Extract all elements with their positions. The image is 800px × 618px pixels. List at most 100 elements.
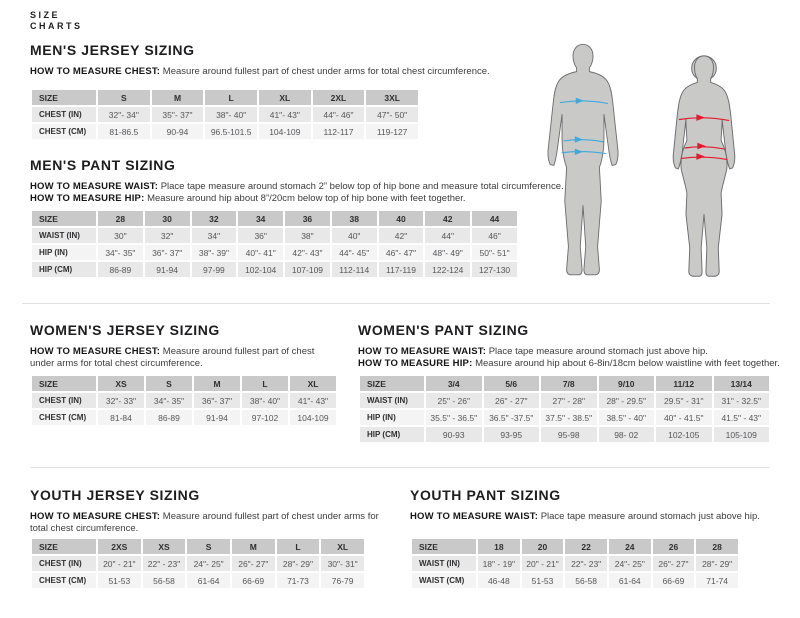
size-value-cell: 36.5" -37.5" [483,410,539,425]
size-value-cell: 66-69 [231,573,275,588]
table-row: HIP (CM) 86-89 91-94 97-99 102-104 107-109 112… [32,262,517,277]
size-header-cell: 28 [696,539,738,554]
measure-instruction: HOW TO MEASURE HIP: Measure around hip a… [30,193,570,205]
size-header-cell: S [98,90,150,105]
section-womens-jersey: WOMEN'S JERSEY SIZING HOW TO MEASURE CHE… [30,322,338,425]
size-header-cell: 32 [191,211,237,226]
size-value-cell: 40" - 41.5" [656,410,712,425]
size-value-cell: 30"- 31" [321,556,364,571]
table-header-row: SIZE 28 30 32 34 36 38 40 42 44 [32,211,517,226]
hip-measurement-arrow [680,156,728,160]
row-label: WAIST (IN) [32,228,96,243]
row-label: WAIST (CM) [412,573,476,588]
size-value-cell: 26"- 27" [231,556,275,571]
measure-instruction: HOW TO MEASURE CHEST: Measure around ful… [30,66,530,78]
size-value-cell: 86-89 [146,410,192,425]
size-value-cell: 56-58 [142,573,186,588]
size-value-cell: 22" - 23" [142,556,186,571]
table-header-row: SIZE 2XS XS S M L XL [32,539,364,554]
size-table: SIZE 3/4 5/6 7/8 9/10 11/12 13/14 WAIST (IN) 25"… [358,374,771,444]
size-value-cell: 36"- 37" [144,245,190,260]
size-table: SIZE 2XS XS S M L XL CHEST (IN) 20" - 21" 22" - 2… [30,537,366,590]
size-header-cell: 26 [652,539,695,554]
size-table: SIZE 28 30 32 34 36 38 40 42 44 WAIST (IN) 30" 32" 34… [30,209,519,279]
size-value-cell: 112-117 [312,124,365,139]
section-mens-pant: MEN'S PANT SIZING HOW TO MEASURE WAIST: … [30,157,570,277]
size-value-cell: 98- 02 [598,427,654,442]
size-value-cell: 38" [285,228,330,243]
size-header-cell: 9/10 [598,376,654,391]
womens-pant-table: SIZE 3/4 5/6 7/8 9/10 11/12 13/14 WAIST (IN) 25"… [358,374,771,444]
instruction-label: HOW TO MEASURE WAIST: [30,181,159,192]
row-label: WAIST (IN) [360,393,424,408]
youth-jersey-table: SIZE 2XS XS S M L XL CHEST (IN) 20" - 21" 22" - 2… [30,537,366,590]
size-value-cell: 35.5" - 36.5" [426,410,482,425]
size-header-cell: XL [258,90,311,105]
size-value-cell: 36" [238,228,284,243]
section-youth-jersey: YOUTH JERSEY SIZING HOW TO MEASURE CHEST… [30,487,382,588]
size-value-cell: 95-98 [541,427,597,442]
hip-measurement-arrow [561,151,607,155]
size-value-cell: 93-95 [483,427,539,442]
size-value-cell: 122-124 [425,262,471,277]
size-value-cell: 25" - 26" [426,393,482,408]
size-header-cell: XS [98,376,144,391]
page-title: SIZE CHARTS [30,10,83,32]
size-header-cell: 2XL [312,90,365,105]
table-row: CHEST (IN) 32"- 33" 34"- 35" 36"- 37" 38"- 4… [32,393,336,408]
male-body-shape [547,43,619,276]
size-header-cell: 44 [472,211,517,226]
table-row: WAIST (IN) 25" - 26" 26" - 27" 27" - 28" 28"… [360,393,769,408]
row-label: HIP (CM) [32,262,96,277]
size-header-cell: 24 [608,539,651,554]
section-mens-jersey: MEN'S JERSEY SIZING HOW TO MEASURE CHEST… [30,42,530,139]
instruction-text: Measure around hip about 8”/20cm below t… [144,193,466,204]
size-value-cell: 37.5" - 38.5" [541,410,597,425]
table-row: HIP (IN) 35.5" - 36.5" 36.5" -37.5" 37.5" -… [360,410,769,425]
size-value-cell: 27" - 28" [541,393,597,408]
section-title: WOMEN'S JERSEY SIZING [30,322,220,338]
size-value-cell: 81-86.5 [98,124,150,139]
size-value-cell: 26" - 27" [483,393,539,408]
table-row: CHEST (CM) 81-84 86-89 91-94 97-102 104-109 [32,410,336,425]
size-value-cell: 42" [378,228,424,243]
size-value-cell: 41"- 43" [258,107,311,122]
size-header-cell: 40 [378,211,424,226]
instruction-text: Place tape measure around stomach just a… [486,346,708,357]
size-header-cell: 36 [285,211,330,226]
row-label: CHEST (IN) [32,393,96,408]
table-header-row: SIZE XS S M L XL [32,376,336,391]
row-label: WAIST (IN) [412,556,476,571]
section-youth-pant: YOUTH PANT SIZING HOW TO MEASURE WAIST: … [410,487,772,588]
size-value-cell: 20" - 21" [521,556,564,571]
size-value-cell: 71-73 [276,573,320,588]
size-header-cell: M [151,90,204,105]
row-label: CHEST (IN) [32,107,96,122]
size-header-cell: S [187,539,230,554]
size-value-cell: 61-64 [608,573,651,588]
size-header-cell: 38 [331,211,377,226]
measure-instruction: HOW TO MEASURE WAIST: Place tape measure… [30,181,570,193]
size-value-cell: 51-53 [98,573,141,588]
size-value-cell: 48"- 49" [425,245,471,260]
instruction-text: Place tape measure around stomach 2” bel… [158,181,564,192]
womens-jersey-table: SIZE XS S M L XL CHEST (IN) 32"- 33" 34"- 35" 36"… [30,374,338,427]
row-label: CHEST (IN) [32,556,96,571]
size-value-cell: 34"- 35" [146,393,192,408]
size-header-cell: L [242,376,288,391]
section-womens-pant: WOMEN'S PANT SIZING HOW TO MEASURE WAIST… [358,322,780,442]
size-value-cell: 90-93 [426,427,482,442]
size-header-cell: 11/12 [656,376,712,391]
size-value-cell: 42"- 43" [285,245,330,260]
table-row: CHEST (CM) 51-53 56-58 61-64 66-69 71-73 76-79 [32,573,364,588]
size-value-cell: 96.5-101.5 [205,124,257,139]
size-table: SIZE 18 20 22 24 26 28 WAIST (IN) 18" - 19" 20" -… [410,537,740,590]
size-value-cell: 46"- 47" [378,245,424,260]
size-value-cell: 56-58 [565,573,607,588]
size-table: SIZE S M L XL 2XL 3XL CHEST (IN) 32"- 34" 35"- 37… [30,88,420,141]
measure-instruction: HOW TO MEASURE HIP: Measure around hip a… [358,358,780,370]
waist-measurement-arrow [684,146,725,150]
instruction-label: HOW TO MEASURE WAIST: [410,511,539,522]
table-row: CHEST (CM) 81-86.5 90-94 96.5-101.5 104-109 1… [32,124,418,139]
size-value-cell: 117-119 [378,262,424,277]
